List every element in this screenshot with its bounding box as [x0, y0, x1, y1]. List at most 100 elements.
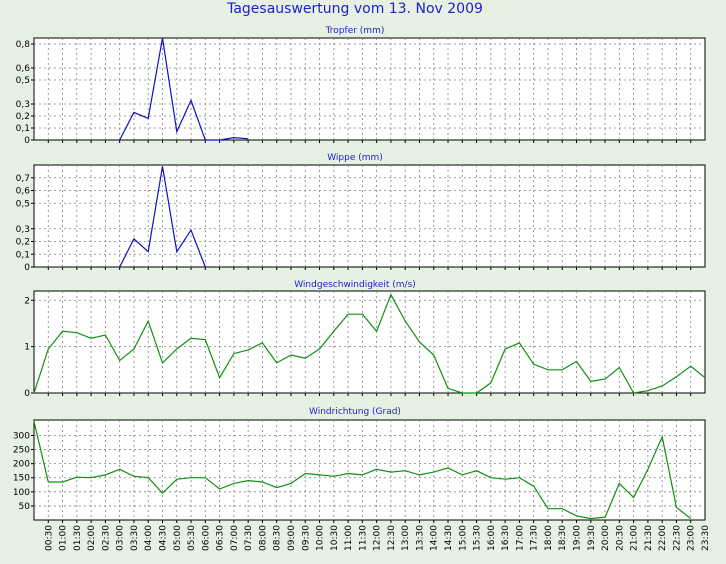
x-tick-label: 07:30 — [244, 525, 254, 551]
x-tick-label: 11:00 — [344, 525, 354, 551]
x-tick-label: 16:00 — [487, 525, 497, 551]
y-tick-label: 0,6 — [16, 64, 31, 74]
panel-wippe: Wippe (mm) 0 0,1 0,2 0,3 0,5 0,6 0,7 — [16, 153, 706, 273]
series-wippe — [119, 166, 206, 268]
x-tick-label: 23:30 — [701, 525, 711, 551]
y-axis-wippe: 0 0,1 0,2 0,3 0,5 0,6 0,7 — [16, 174, 34, 273]
x-tick-label: 20:30 — [615, 525, 625, 551]
y-tick-label: 0,1 — [16, 250, 30, 260]
series-line — [33, 421, 692, 520]
x-tick-label: 23:00 — [687, 525, 697, 551]
panel-windgeschwindigkeit: Windgeschwindigkeit (m/s) 0 1 2 — [24, 280, 706, 399]
x-tick-label: 05:30 — [187, 525, 197, 551]
x-tick-label: 13:30 — [415, 525, 425, 551]
y-tick-label: 50 — [19, 502, 31, 512]
x-tick-label: 02:00 — [87, 525, 97, 551]
x-tick-label: 18:00 — [544, 525, 554, 551]
x-tick-label: 04:00 — [144, 525, 154, 551]
x-tick-label: 03:00 — [116, 525, 126, 551]
x-tick-label: 14:30 — [444, 525, 454, 551]
x-tick-label: 01:30 — [73, 525, 83, 551]
x-tick-label: 16:30 — [501, 525, 511, 551]
y-tick-label: 0,5 — [16, 76, 30, 86]
panel-title-wippe: Wippe (mm) — [327, 153, 383, 163]
y-axis-windrichtung: 50 100 150 200 250 300 — [13, 431, 34, 512]
y-tick-label: 100 — [13, 488, 30, 498]
y-tick-label: 1 — [24, 343, 30, 353]
x-tick-label: 08:30 — [273, 525, 283, 551]
x-tick-label: 22:00 — [658, 525, 668, 551]
series-line — [33, 293, 706, 394]
y-tick-label: 0,8 — [16, 40, 31, 50]
x-tick-label: 18:30 — [558, 525, 568, 551]
y-tick-label: 0,2 — [16, 112, 30, 122]
x-tick-label: 12:30 — [387, 525, 397, 551]
x-tick-label: 19:30 — [587, 525, 597, 551]
x-tick-label: 10:00 — [316, 525, 326, 551]
y-tick-label: 250 — [13, 446, 30, 456]
y-tick-label: 0 — [24, 263, 30, 273]
x-tick-label: 04:30 — [158, 525, 168, 551]
x-tick-label: 10:30 — [330, 525, 340, 551]
x-tick-label: 19:00 — [573, 525, 583, 551]
y-tick-label: 0,7 — [16, 174, 30, 184]
series-windrichtung — [33, 421, 692, 520]
x-tick-label: 03:30 — [130, 525, 140, 551]
x-tick-label: 06:00 — [201, 525, 211, 551]
panel-title-windrichtung: Windrichtung (Grad) — [309, 407, 401, 417]
panel-tropfer: Tropfer (mm) 0 0,1 0,2 0,3 0,5 0,6 0,8 — [16, 26, 706, 146]
y-tick-label: 0,3 — [16, 225, 30, 235]
plot-area-wippe — [33, 164, 706, 268]
x-tick-label: 21:30 — [644, 525, 654, 551]
y-tick-label: 0 — [24, 389, 30, 399]
y-axis-windgeschwindigkeit: 0 1 2 — [24, 296, 34, 399]
x-axis-labels: 00:30 01:00 01:30 02:00 02:30 03:00 03:30 04:00… — [44, 525, 711, 551]
y-tick-label: 0,5 — [16, 199, 30, 209]
series-line — [119, 166, 206, 268]
panel-title-windgeschwindigkeit: Windgeschwindigkeit (m/s) — [294, 280, 416, 290]
y-tick-label: 0,3 — [16, 100, 30, 110]
y-tick-label: 0,1 — [16, 124, 30, 134]
x-tick-label: 01:00 — [59, 525, 69, 551]
x-tick-label: 05:00 — [173, 525, 183, 551]
y-tick-label: 2 — [24, 296, 30, 306]
plot-area-windrichtung — [33, 419, 706, 521]
x-tick-label: 08:00 — [258, 525, 268, 551]
grid-windgeschwindigkeit — [34, 291, 705, 396]
y-tick-label: 0,6 — [16, 187, 31, 197]
x-tick-label: 00:30 — [44, 525, 54, 551]
x-tick-label: 15:30 — [473, 525, 483, 551]
x-tick-label: 21:00 — [630, 525, 640, 551]
y-axis-tropfer: 0 0,1 0,2 0,3 0,5 0,6 0,8 — [16, 40, 34, 146]
x-tick-label: 11:30 — [358, 525, 368, 551]
plot-area-tropfer — [33, 37, 706, 141]
y-tick-label: 0 — [24, 136, 30, 146]
y-tick-label: 150 — [13, 474, 30, 484]
panel-title-tropfer: Tropfer (mm) — [325, 26, 385, 36]
x-tick-label: 06:30 — [216, 525, 226, 551]
y-tick-label: 0,2 — [16, 238, 30, 248]
y-tick-label: 300 — [13, 431, 30, 441]
grid-wippe — [34, 165, 705, 270]
x-tick-label: 09:30 — [301, 525, 311, 551]
series-windgeschwindigkeit — [33, 293, 706, 394]
x-tick-label: 07:00 — [230, 525, 240, 551]
x-tick-label: 20:00 — [601, 525, 611, 551]
x-tick-label: 12:00 — [373, 525, 383, 551]
plot-area-windgeschwindigkeit — [33, 290, 706, 394]
x-tick-label: 15:00 — [458, 525, 468, 551]
panel-windrichtung: Windrichtung (Grad) 50 100 150 200 250 300 — [13, 407, 706, 523]
series-line — [119, 37, 249, 141]
x-tick-label: 17:00 — [515, 525, 525, 551]
grid-tropfer — [34, 38, 705, 143]
x-tick-label: 22:30 — [672, 525, 682, 551]
x-tick-label: 02:30 — [101, 525, 111, 551]
y-tick-label: 200 — [13, 460, 30, 470]
series-tropfer — [119, 37, 249, 141]
x-tick-label: 09:00 — [287, 525, 297, 551]
chart-title: Tagesauswertung vom 13. Nov 2009 — [226, 1, 483, 17]
x-tick-label: 13:00 — [401, 525, 411, 551]
x-tick-label: 17:30 — [530, 525, 540, 551]
x-tick-label: 14:00 — [430, 525, 440, 551]
